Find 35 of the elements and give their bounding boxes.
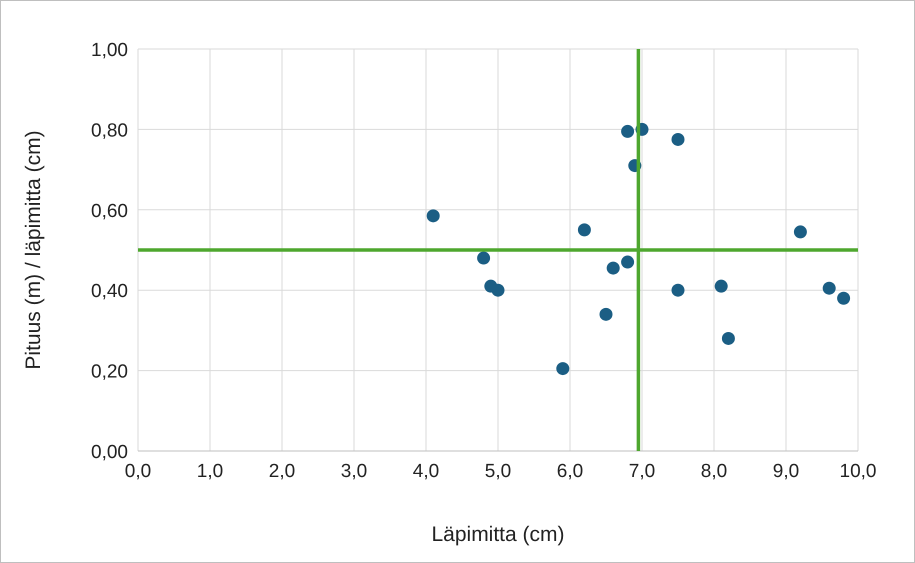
y-tick-label: 0,40 [91, 281, 128, 302]
point [606, 262, 620, 275]
point [600, 308, 612, 321]
x-tick-label: 5,0 [484, 461, 512, 482]
x-tick-label: 7,0 [628, 461, 656, 482]
y-tick-label: 0,60 [91, 200, 128, 222]
point [794, 225, 807, 238]
point [477, 252, 490, 265]
x-tick-label: 0,0 [124, 461, 152, 482]
x-tick-label: 8,0 [700, 461, 728, 482]
x-axis-title: Läpimitta (cm) [431, 523, 565, 546]
point [492, 284, 504, 297]
point [426, 209, 440, 222]
point [578, 223, 591, 236]
y-tick-label: 0,00 [91, 442, 128, 463]
x-tick-label: 9,0 [772, 461, 800, 482]
y-axis-title: Pituus (m) / läpimitta (cm) [22, 130, 45, 370]
y-tick-label: 1,00 [91, 40, 128, 61]
x-tick-label: 6,0 [556, 461, 584, 482]
y-tick-label: 0,20 [91, 362, 128, 383]
x-tick-label: 4,0 [412, 461, 440, 482]
point [837, 292, 850, 305]
point [714, 280, 728, 293]
point [621, 256, 634, 269]
x-tick-label: 1,0 [196, 461, 224, 482]
x-tick-label: 3,0 [340, 461, 368, 482]
x-tick-label: 10,0 [840, 461, 876, 482]
point [822, 282, 836, 295]
point [621, 124, 634, 138]
point [672, 132, 684, 146]
x-tick-label: 2,0 [268, 461, 296, 482]
point [722, 332, 735, 345]
point [672, 284, 684, 297]
y-tick-label: 0,80 [91, 120, 128, 142]
point [556, 362, 570, 376]
